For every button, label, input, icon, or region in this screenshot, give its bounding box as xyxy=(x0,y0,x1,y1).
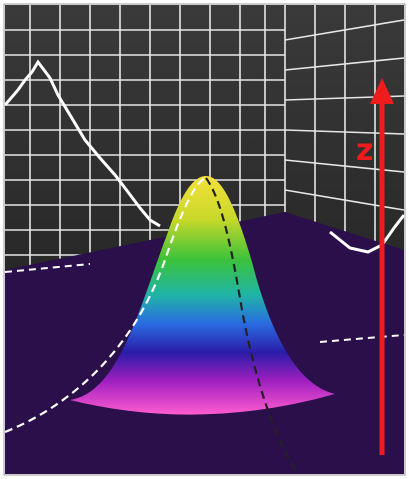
figure: z xyxy=(0,0,409,479)
axis-label: z xyxy=(356,133,373,168)
page: {"axis_label": "z"} xyxy=(0,0,409,479)
